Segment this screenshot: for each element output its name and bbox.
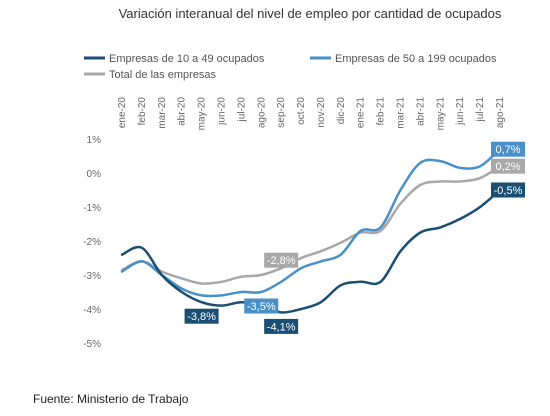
y-tick-label: 1%	[87, 135, 102, 146]
legend-label-50-199: Empresas de 50 a 199 ocupados	[335, 53, 497, 65]
data-label: -4,1%	[264, 318, 299, 334]
x-tick-label: jul-20	[236, 97, 247, 123]
x-axis-ticks: ene-20 feb-20 mar-20 abr-20 may-20 jun-20 jul-…	[117, 97, 506, 131]
y-axis-ticks: 1% 0% -1% -2% -3% -4% -5%	[83, 135, 101, 350]
data-labels: -3,8% -4,1% -0,5% -3,5% 0,7% -2,8% 0,2%	[184, 141, 525, 334]
data-label-box	[491, 158, 525, 174]
x-tick-label: feb-20	[137, 97, 148, 126]
x-tick-label: jun-20	[216, 97, 227, 126]
data-label-text: -4,1%	[267, 321, 296, 333]
legend-item-10-49: Empresas de 10 a 49 ocupados	[84, 53, 265, 65]
x-tick-label: mar-20	[157, 97, 168, 129]
data-label-box	[184, 308, 219, 324]
data-label-box	[264, 318, 299, 334]
data-label: -2,8%	[264, 252, 299, 268]
x-tick-label: abr-20	[177, 97, 188, 126]
x-tick-label: abr-21	[415, 97, 426, 126]
legend-label-10-49: Empresas de 10 a 49 ocupados	[109, 53, 265, 65]
x-tick-label: ene-21	[356, 97, 367, 129]
data-label: -3,5%	[244, 298, 279, 314]
data-label-box	[264, 252, 299, 268]
data-label-text: -0,5%	[494, 185, 523, 197]
data-label-text: 0,2%	[495, 161, 520, 173]
x-tick-label: jul-21	[475, 97, 486, 123]
data-label-text: 0,7%	[495, 144, 520, 156]
y-tick-label: -4%	[83, 305, 101, 316]
y-tick-label: 0%	[87, 169, 102, 180]
y-tick-label: -1%	[83, 203, 101, 214]
data-label: 0,2%	[491, 158, 525, 174]
series-line-50-199	[120, 147, 502, 298]
x-tick-label: feb-21	[376, 97, 387, 126]
legend-item-total: Total de las empresas	[84, 69, 216, 81]
data-label: -0,5%	[491, 182, 525, 198]
series-line-total	[120, 164, 502, 285]
data-label-box	[491, 182, 525, 198]
chart-title: Variación interanual del nivel de empleo…	[119, 6, 502, 21]
data-label-text: -3,5%	[247, 301, 276, 313]
x-tick-label: may-21	[435, 97, 446, 131]
data-label-box	[244, 298, 279, 314]
data-label-text: -2,8%	[267, 255, 296, 267]
x-tick-label: ene-20	[117, 97, 128, 129]
x-tick-label: may-20	[197, 97, 208, 131]
data-label: 0,7%	[491, 141, 525, 157]
x-tick-label: ago-20	[256, 97, 267, 129]
series-line-10-49	[120, 188, 502, 314]
series-lines	[120, 147, 502, 314]
y-tick-label: -3%	[83, 271, 101, 282]
legend-label-total: Total de las empresas	[109, 69, 216, 81]
x-tick-label: nov-20	[316, 97, 327, 128]
data-label-box	[491, 141, 525, 157]
legend-item-50-199: Empresas de 50 a 199 ocupados	[310, 53, 497, 65]
y-tick-label: -2%	[83, 237, 101, 248]
legend: Empresas de 10 a 49 ocupados Empresas de…	[84, 53, 497, 81]
x-tick-label: jun-21	[455, 97, 466, 126]
x-tick-label: oct-20	[296, 97, 307, 125]
x-tick-label: mar-21	[396, 97, 407, 129]
source-note: Fuente: Ministerio de Trabajo	[33, 392, 189, 406]
x-tick-label: ago-21	[495, 97, 506, 129]
x-tick-label: dic-20	[336, 97, 347, 125]
x-tick-label: sep-20	[276, 97, 287, 128]
data-label: -3,8%	[184, 308, 219, 324]
y-tick-label: -5%	[83, 339, 101, 350]
data-label-text: -3,8%	[187, 311, 216, 323]
